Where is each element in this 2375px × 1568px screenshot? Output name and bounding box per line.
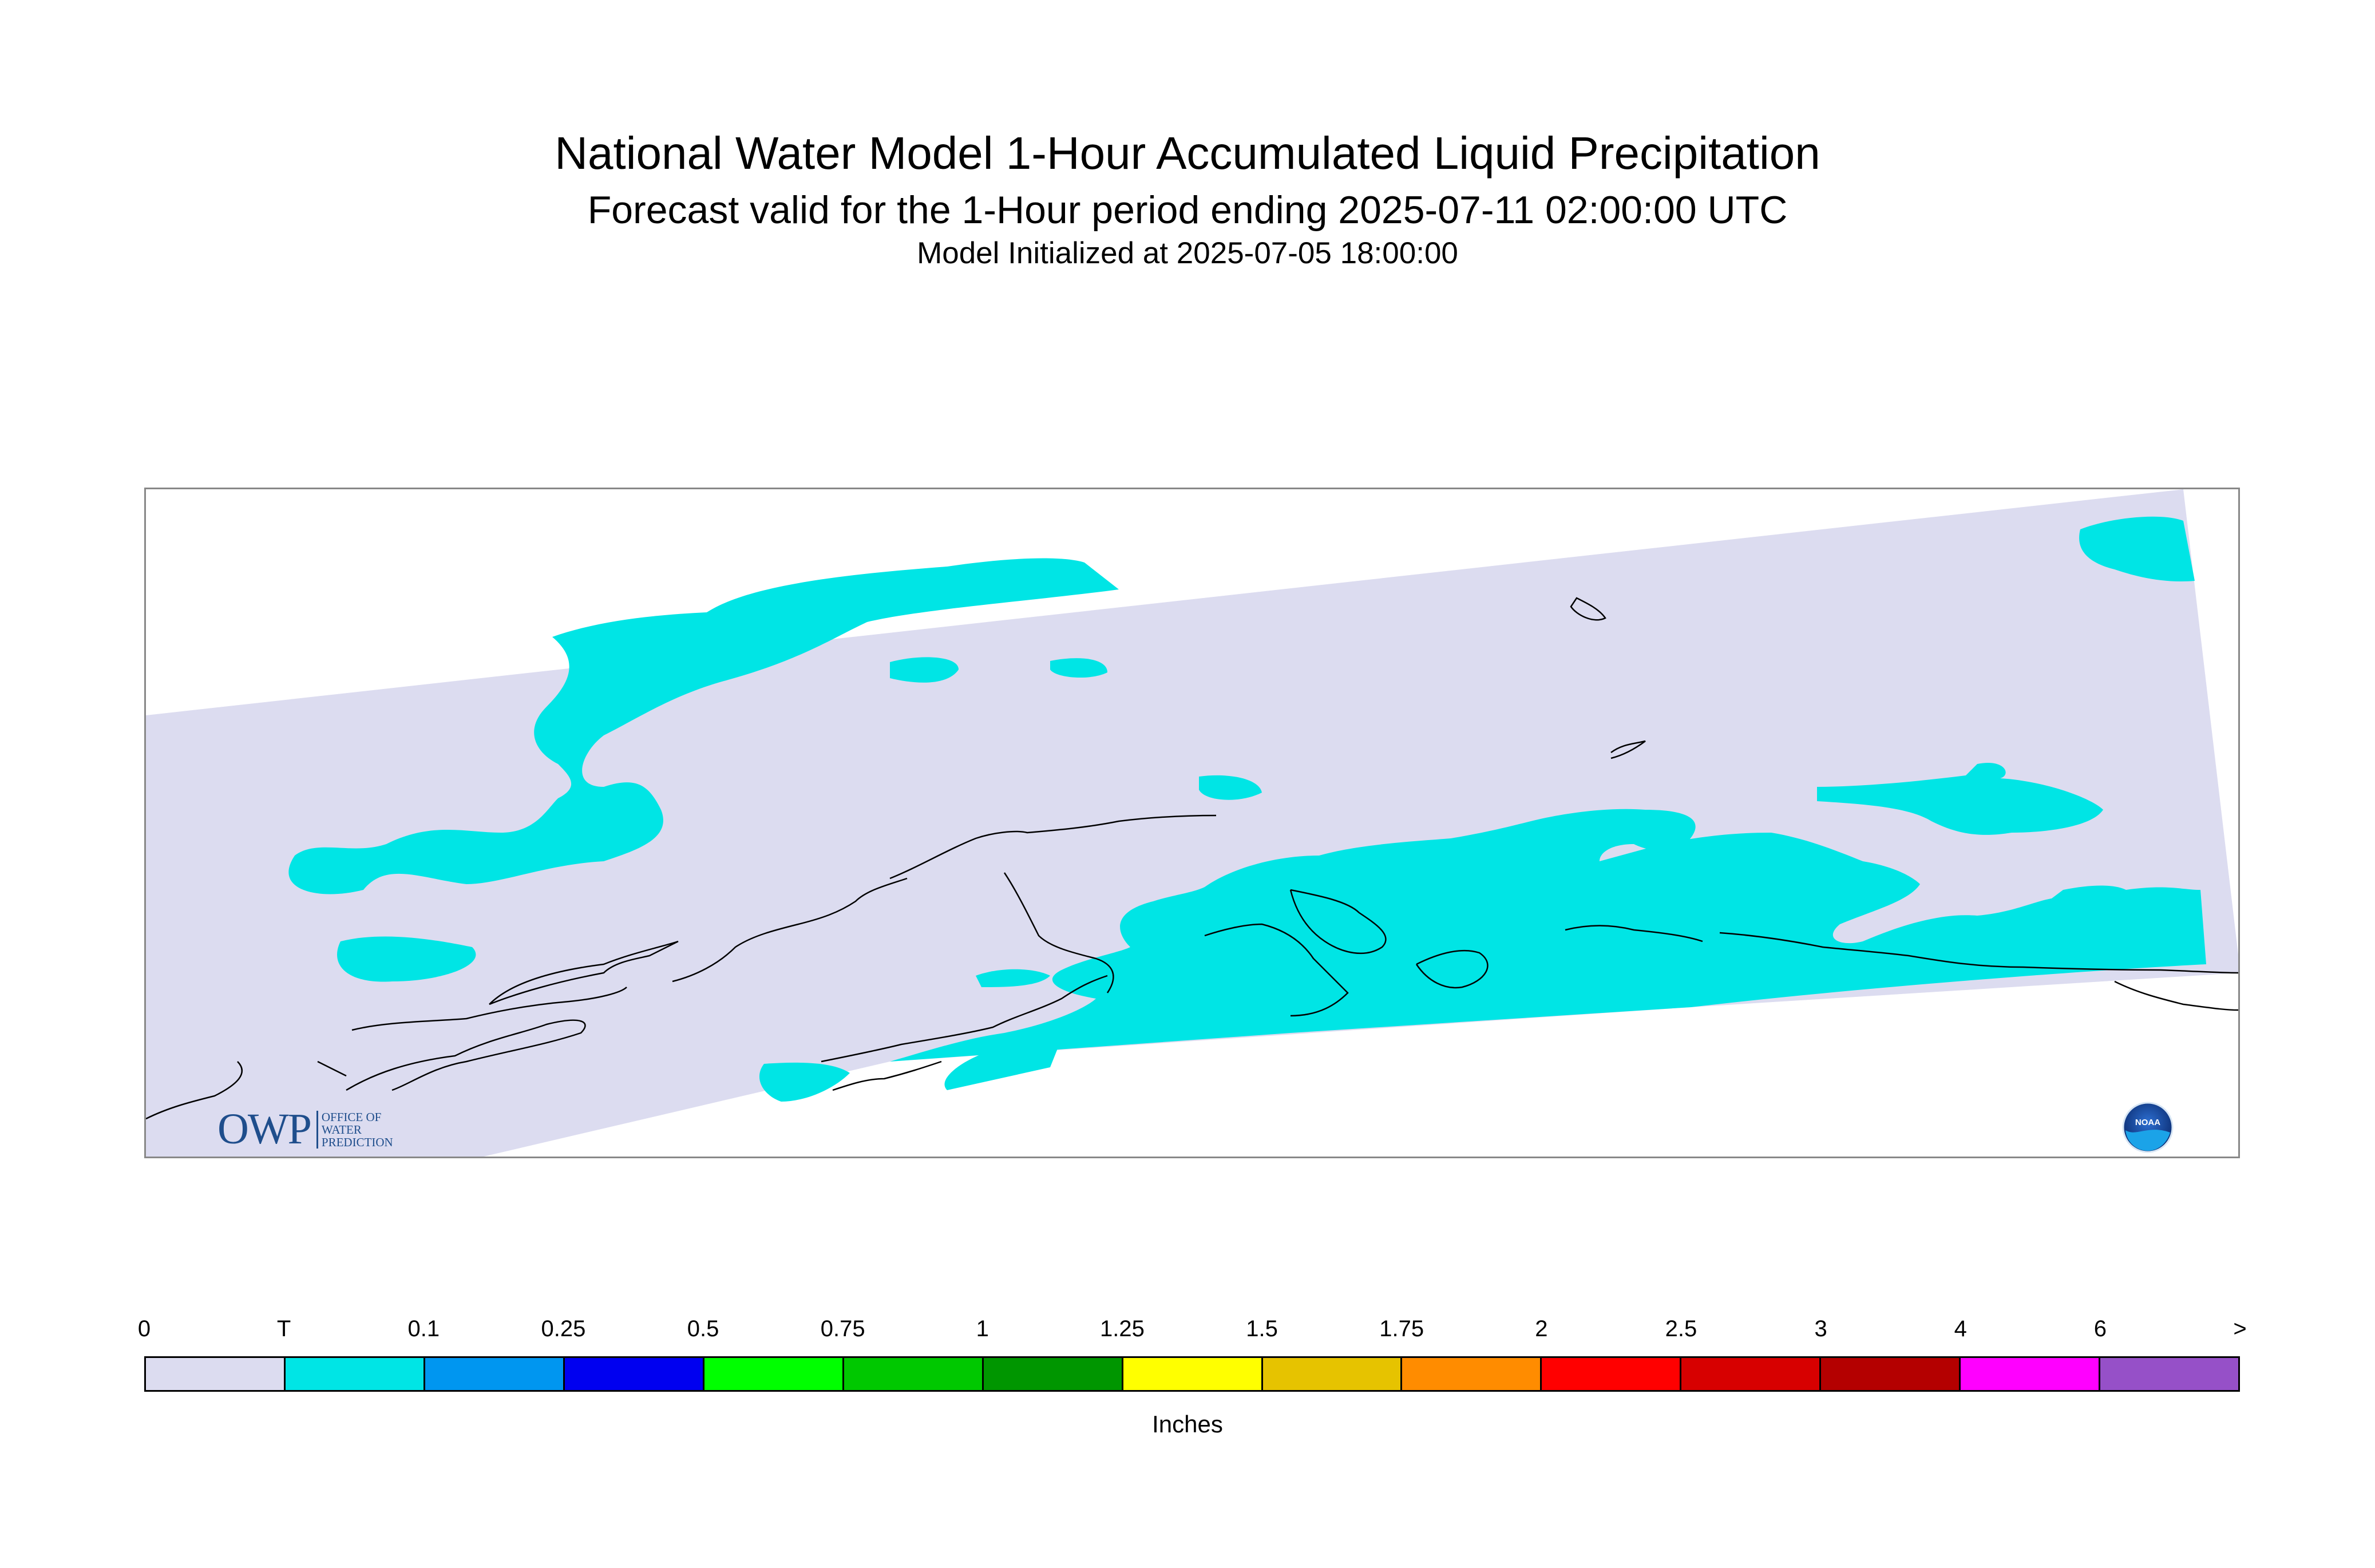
legend-swatch (1681, 1358, 1822, 1390)
legend-tick-label: 1.25 (1099, 1316, 1145, 1341)
owp-sub-line: PREDICTION (321, 1135, 393, 1149)
legend-tick-label: 2.5 (1665, 1316, 1697, 1341)
trace-area-southwest (337, 936, 476, 982)
coastline-aleutian (1415, 949, 1489, 989)
legend-swatch (285, 1358, 425, 1390)
legend-tick-label: 0.5 (687, 1316, 719, 1341)
legend-swatch (704, 1358, 844, 1390)
legend-swatch (983, 1358, 1123, 1390)
trace-area-east-patch (1817, 762, 2103, 835)
legend-tick-label: 0.25 (541, 1316, 586, 1341)
owp-logo-mark: OWP (217, 1105, 312, 1153)
legend-tick-label: 1 (976, 1316, 989, 1341)
coastline-kodiak (1289, 889, 1387, 955)
trace-area-north-patch-2 (1050, 658, 1107, 678)
legend-swatch (146, 1358, 286, 1390)
legend-tick-label: 0.1 (407, 1316, 440, 1341)
coastline-ak-peninsula (821, 975, 1108, 1063)
trace-area-northeast (2079, 516, 2195, 581)
noaa-logo: NOAA (2122, 1102, 2174, 1153)
color-legend (144, 1356, 2240, 1392)
legend-swatch (1542, 1358, 1682, 1390)
model-domain (146, 489, 2238, 1157)
coastline-norton-sound (346, 1019, 586, 1091)
legend-tick-label: 1.75 (1379, 1316, 1424, 1341)
trace-area-north-patch-3 (1199, 775, 1262, 800)
owp-logo: OWP OFFICE OF WATER PREDICTION (217, 1104, 393, 1154)
coastline-yukon-delta (1003, 872, 1114, 993)
owp-sub-line: OFFICE OF (321, 1110, 382, 1124)
legend-tick-label: 0 (137, 1316, 151, 1341)
coastline-se-islands (1570, 597, 1646, 759)
map-title: National Water Model 1-Hour Accumulated … (555, 128, 1820, 179)
legend-tick-label: > (2233, 1316, 2247, 1341)
legend-tick-label: 4 (1954, 1316, 1967, 1341)
coastline-western-alaska (489, 940, 679, 1005)
coastline-chukotka (146, 1060, 347, 1120)
legend-swatch (1262, 1358, 1403, 1390)
precipitation-map (146, 489, 2238, 1157)
legend-swatch (1961, 1358, 2101, 1390)
legend-tick-label: T (276, 1316, 291, 1341)
coastline-bristol-bay (889, 814, 1217, 880)
map-panel (144, 488, 2240, 1158)
coastline-north-slope (672, 877, 908, 983)
legend-swatch (1123, 1358, 1263, 1390)
trace-area-south-patch (976, 969, 1050, 987)
legend-swatch (425, 1358, 565, 1390)
trace-area-north-patch-1 (890, 657, 959, 683)
trace-area-cook-inlet (944, 1039, 1062, 1090)
legend-tick-label: 3 (1814, 1316, 1827, 1341)
coastline-inlet-west (832, 1060, 942, 1091)
map-subtitle: Forecast valid for the 1-Hour period end… (587, 188, 1788, 232)
coastline-far-east (2114, 980, 2238, 1011)
legend-tick-label: 1.5 (1246, 1316, 1278, 1341)
trace-area-west (288, 558, 1119, 894)
legend-units: Inches (1152, 1411, 1223, 1438)
legend-tick-label: 0.75 (820, 1316, 865, 1341)
trace-precipitation-areas (288, 516, 2206, 1102)
legend-swatch (844, 1358, 984, 1390)
coastline-seward-peninsula (351, 987, 627, 1031)
noaa-logo-text: NOAA (2135, 1118, 2160, 1127)
legend-tick-label: 2 (1535, 1316, 1548, 1341)
model-init-line: Model Initialized at 2025-07-05 18:00:00 (917, 236, 1458, 270)
coastline-gulf (1719, 932, 2238, 974)
owp-logo-subtitle: OFFICE OF WATER PREDICTION (316, 1110, 393, 1149)
coastline-st-lawrence (1204, 923, 1349, 1017)
coastline-east-inlet (1565, 925, 1703, 943)
legend-swatch (1402, 1358, 1542, 1390)
legend-swatch (2100, 1358, 2239, 1390)
legend-swatch (564, 1358, 704, 1390)
legend-tick-label: 6 (2093, 1316, 2107, 1341)
legend-swatch (1821, 1358, 1961, 1390)
trace-area-gulf-main (890, 809, 2206, 1062)
trace-area-southcentral (759, 1062, 850, 1102)
owp-sub-line: WATER (321, 1122, 362, 1137)
coastlines (146, 597, 2238, 1120)
